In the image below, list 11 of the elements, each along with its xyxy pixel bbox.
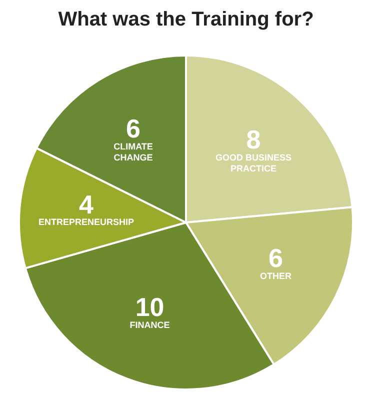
data-label: 6 (268, 243, 283, 274)
slice-label: CLIMATE CHANGE (114, 141, 153, 162)
chart-title: What was the Training for? (58, 8, 314, 31)
slice-label: GOOD BUSINESS PRACTICE (215, 152, 292, 174)
data-label: 10 (135, 292, 164, 322)
slice-label: ENTREPRENEURSHIP (38, 217, 134, 228)
data-label: 6 (126, 113, 140, 144)
slice-label: OTHER (260, 271, 292, 282)
data-label: 8 (246, 124, 261, 154)
slice-label: FINANCE (130, 320, 170, 330)
data-label: 4 (78, 189, 94, 220)
